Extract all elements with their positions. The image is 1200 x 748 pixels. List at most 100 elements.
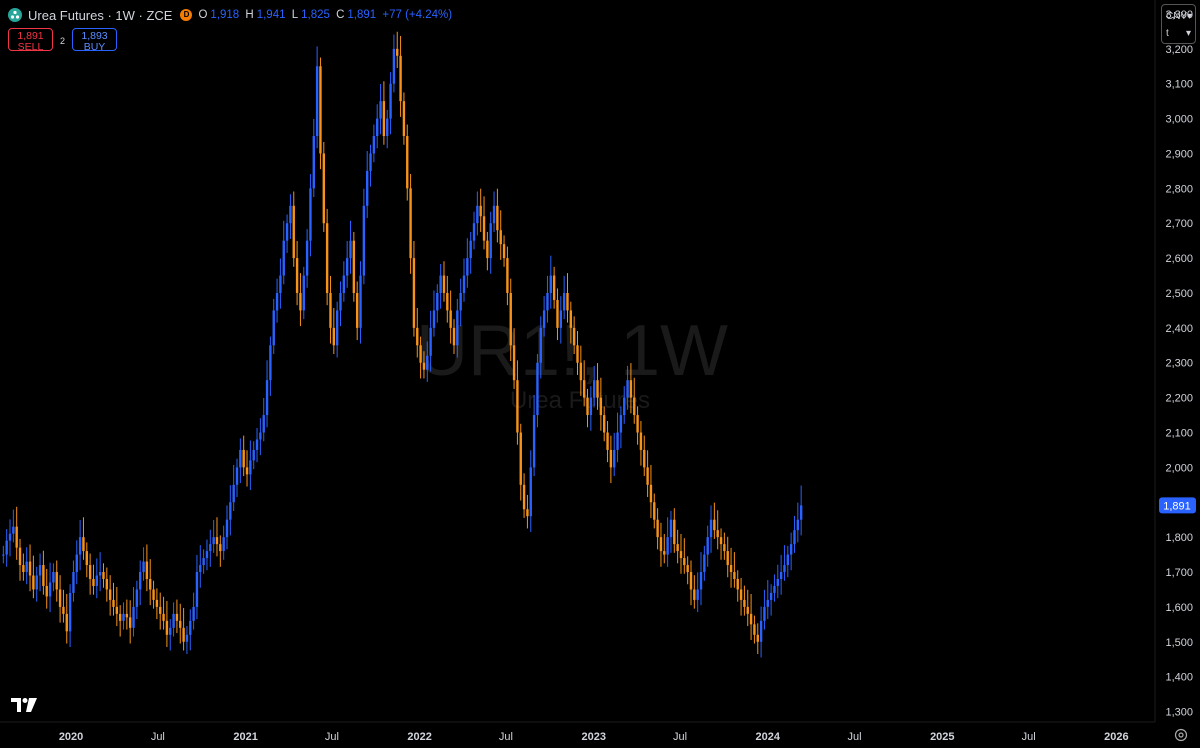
buy-button[interactable]: 1,893 BUY <box>72 28 117 53</box>
candle <box>746 589 749 627</box>
candle <box>529 450 532 532</box>
candle-body <box>502 244 506 259</box>
candle <box>102 563 105 588</box>
candle <box>499 210 502 260</box>
candle-body <box>646 467 649 485</box>
candle-body <box>616 432 619 450</box>
y-tick-label: 2,400 <box>1165 323 1193 335</box>
candle <box>532 395 536 477</box>
candle <box>335 301 339 358</box>
candle <box>653 493 656 529</box>
candle <box>12 509 15 543</box>
candle <box>713 502 716 539</box>
candle-body <box>8 533 12 541</box>
candle-body <box>329 292 332 328</box>
unit-row[interactable]: t ▾ <box>1166 25 1191 42</box>
candle-body <box>199 565 202 573</box>
close-value: 1,891 <box>347 9 377 21</box>
candle-body <box>52 572 55 583</box>
candle <box>566 273 569 323</box>
candle-body <box>743 599 746 607</box>
candle <box>696 572 699 613</box>
candle-body <box>285 223 289 241</box>
candle <box>536 354 539 428</box>
settings-gear-icon[interactable] <box>1174 728 1188 747</box>
currency-unit-selector[interactable]: CNY ▾ t ▾ <box>1161 4 1196 44</box>
candle-body <box>65 613 68 632</box>
candle-body <box>332 327 336 346</box>
candle-body <box>512 345 516 381</box>
candle-body <box>322 153 326 224</box>
candle-body <box>479 205 482 217</box>
candle-body <box>195 572 199 607</box>
candle <box>372 124 376 163</box>
candle <box>182 607 185 651</box>
candle <box>773 574 776 602</box>
ohlc-readout: O 1,918 H 1,941 L 1,825 C 1,891 +77 (+4.24%) <box>198 9 455 21</box>
delayed-badge[interactable]: D <box>180 9 193 21</box>
candle-body <box>686 565 689 573</box>
candle <box>245 450 249 487</box>
candle-body <box>636 415 639 433</box>
candle <box>436 284 439 323</box>
candle <box>345 241 349 288</box>
candle-body <box>592 380 596 398</box>
candle <box>339 281 342 327</box>
candle-body <box>88 565 92 579</box>
candle-body <box>215 537 219 545</box>
candle <box>606 420 609 463</box>
candle-body <box>139 572 142 590</box>
candle-body <box>689 572 693 590</box>
candle-body <box>526 509 529 517</box>
y-tick-label: 2,900 <box>1165 148 1193 160</box>
candle <box>619 406 623 449</box>
currency-row[interactable]: CNY ▾ <box>1166 8 1192 25</box>
candle-body <box>85 551 88 566</box>
candle <box>753 615 756 644</box>
candle-body <box>55 572 58 590</box>
candle-body <box>382 101 386 137</box>
candle-body <box>142 561 145 573</box>
candle <box>249 440 252 491</box>
candle-body <box>5 540 8 555</box>
candle-body <box>472 223 476 241</box>
candle <box>522 473 526 518</box>
tradingview-logo-icon[interactable] <box>11 698 37 719</box>
candle-body <box>586 397 589 416</box>
candle-body <box>145 561 149 579</box>
candle <box>295 241 299 306</box>
candle <box>219 535 222 567</box>
candle-body <box>362 205 366 276</box>
candle-body <box>639 432 643 450</box>
candle <box>28 544 32 592</box>
candle-body <box>159 606 162 614</box>
candle-body <box>402 101 406 137</box>
sell-button[interactable]: 1,891 SELL <box>8 28 53 53</box>
candle <box>165 600 169 648</box>
symbol-title[interactable]: Urea Futures · 1W · ZCE <box>28 7 173 23</box>
candle <box>416 307 419 358</box>
candle-body <box>669 519 673 538</box>
candle <box>556 288 559 341</box>
candle <box>225 505 229 550</box>
candle-body <box>102 572 105 579</box>
candle <box>82 517 85 560</box>
candle-body <box>786 554 790 566</box>
candle <box>215 517 219 557</box>
candle-body <box>48 582 52 597</box>
candle-body <box>699 572 703 590</box>
candle <box>589 386 593 431</box>
candle-body <box>416 327 419 346</box>
candle <box>5 529 8 567</box>
candle-body <box>469 240 472 259</box>
candle <box>776 564 779 599</box>
unit-code: t <box>1166 28 1169 39</box>
candle-body <box>739 589 743 600</box>
candle <box>199 545 202 588</box>
currency-code: CNY <box>1166 11 1188 22</box>
candle <box>155 588 159 620</box>
candle <box>332 307 336 355</box>
candle <box>179 603 182 644</box>
candle <box>673 508 676 553</box>
